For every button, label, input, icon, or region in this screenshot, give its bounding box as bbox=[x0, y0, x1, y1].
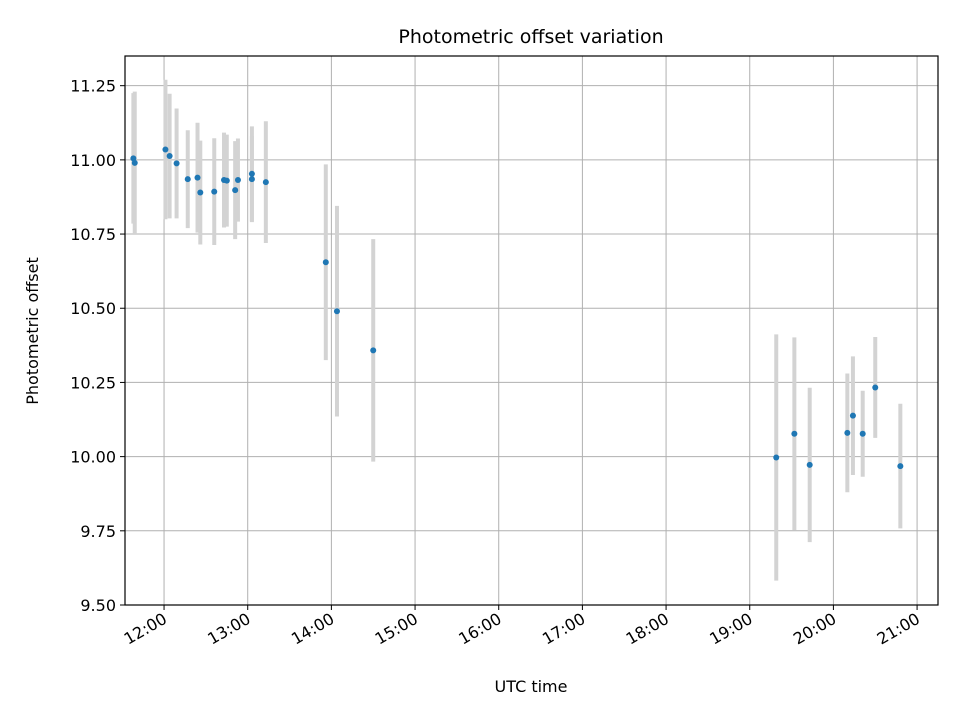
data-point bbox=[197, 189, 204, 196]
y-tick-label: 9.50 bbox=[80, 596, 116, 615]
y-tick-label: 11.25 bbox=[70, 77, 116, 96]
y-tick-label: 10.25 bbox=[70, 373, 116, 392]
data-point bbox=[173, 160, 180, 167]
data-point bbox=[262, 179, 269, 186]
y-tick-label: 10.50 bbox=[70, 299, 116, 318]
data-point bbox=[370, 347, 377, 354]
data-point bbox=[194, 174, 201, 181]
data-point bbox=[232, 187, 239, 194]
data-point bbox=[849, 412, 856, 419]
data-point bbox=[166, 153, 173, 160]
data-point bbox=[184, 176, 191, 183]
data-point bbox=[131, 159, 138, 166]
data-point bbox=[791, 430, 798, 437]
data-point bbox=[859, 430, 866, 437]
data-point bbox=[223, 177, 230, 184]
chart-title: Photometric offset variation bbox=[398, 26, 663, 48]
data-point bbox=[333, 308, 340, 315]
data-point bbox=[897, 463, 904, 470]
data-point bbox=[248, 176, 255, 183]
data-point bbox=[773, 454, 780, 461]
data-point bbox=[322, 259, 329, 266]
data-point bbox=[234, 177, 241, 184]
y-axis-label: Photometric offset bbox=[23, 257, 42, 405]
data-point bbox=[806, 461, 813, 468]
data-points bbox=[130, 146, 904, 470]
plot-frame bbox=[124, 55, 939, 606]
y-tick-label: 10.00 bbox=[70, 448, 116, 467]
y-axis-ticks: 9.50 9.75 10.00 10.25 10.50 10.75 11.00 11.25 bbox=[70, 77, 125, 615]
data-point bbox=[872, 384, 879, 391]
y-tick-label: 9.75 bbox=[80, 522, 116, 541]
data-point bbox=[211, 188, 218, 195]
x-axis-label: UTC time bbox=[495, 677, 568, 696]
data-point bbox=[248, 170, 255, 177]
data-point bbox=[162, 146, 169, 153]
y-tick-label: 11.00 bbox=[70, 151, 116, 170]
y-tick-label: 10.75 bbox=[70, 225, 116, 244]
data-point bbox=[844, 429, 851, 436]
